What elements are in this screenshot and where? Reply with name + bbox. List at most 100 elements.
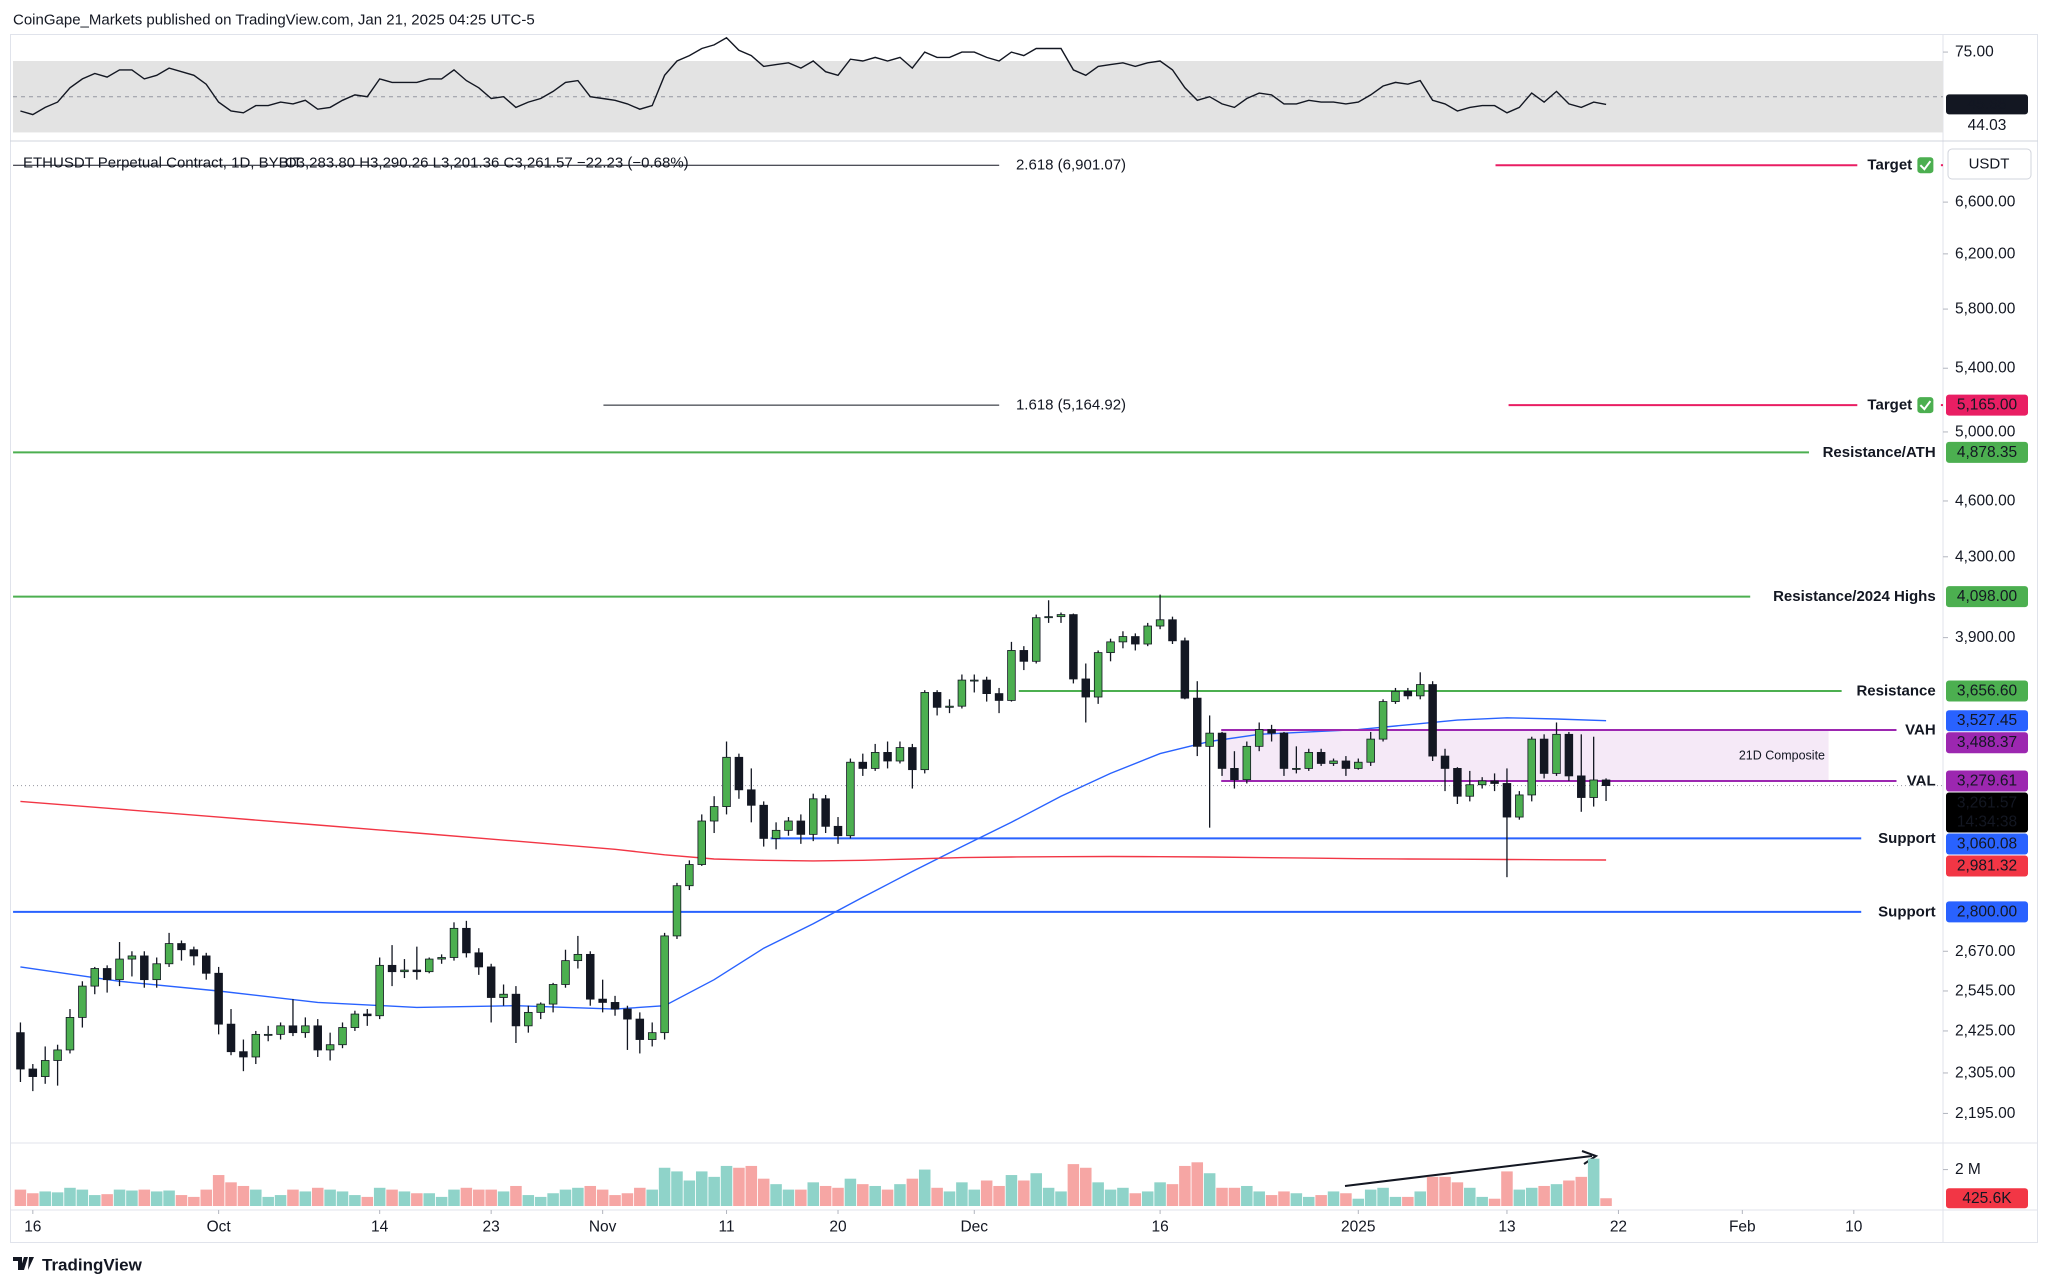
volume-bar: [646, 1189, 658, 1206]
candle-body: [908, 747, 917, 771]
axis-value-label: 4,098.00: [1957, 588, 2018, 605]
ohlc-legend: O3,283.80 H3,290.26 L3,201.36 C3,261.57 …: [285, 155, 689, 172]
candle-body: [858, 761, 868, 769]
volume-bar: [1389, 1196, 1402, 1206]
candle-body: [1428, 684, 1437, 757]
volume-bar: [609, 1195, 621, 1206]
volume-bar: [733, 1167, 745, 1206]
candle-body: [65, 1017, 75, 1051]
x-tick-label: 14: [371, 1219, 389, 1236]
composite-label: 21D Composite: [1739, 748, 1825, 762]
volume-bar: [1414, 1191, 1427, 1206]
volume-bar: [1265, 1195, 1278, 1206]
candle-body: [598, 998, 607, 1003]
candle-body: [1292, 768, 1301, 770]
volume-bar: [1216, 1187, 1228, 1206]
axis-value-box: [1946, 394, 2028, 416]
volume-bar: [163, 1190, 175, 1206]
volume-bar: [1092, 1182, 1104, 1206]
rsi-line: [20, 36, 1607, 116]
volume-bar: [1166, 1184, 1179, 1206]
candle-body: [449, 927, 459, 958]
volume-bar: [993, 1185, 1005, 1206]
volume-bar: [1327, 1191, 1340, 1206]
candle-body: [350, 1013, 360, 1028]
level-label: Support: [1878, 903, 1936, 920]
candle-body: [1168, 619, 1177, 642]
volume-bar: [27, 1193, 39, 1206]
candle-body: [1242, 745, 1252, 781]
candle-body: [202, 955, 211, 974]
volume-bar: [299, 1191, 312, 1206]
volume-bar: [534, 1196, 547, 1206]
x-tick-label: Nov: [589, 1219, 617, 1236]
volume-bar: [225, 1182, 237, 1206]
volume-bar: [671, 1171, 683, 1206]
volume-bar: [435, 1196, 448, 1206]
level-label: Resistance/2024 Highs: [1773, 588, 1936, 605]
candle-body: [276, 1025, 285, 1035]
y-tick-label: 2,305.00: [1955, 1064, 2016, 1081]
volume-bar: [621, 1193, 634, 1206]
candle-body: [164, 943, 174, 965]
volume-bar: [1525, 1187, 1538, 1206]
candle-body: [846, 761, 855, 837]
candle-body: [226, 1023, 236, 1053]
candle-body: [325, 1044, 335, 1051]
candle-body: [214, 972, 223, 1025]
candle-body: [945, 705, 954, 708]
candle-body: [771, 829, 781, 839]
volume-bar: [1377, 1187, 1389, 1206]
candle-body: [970, 679, 979, 682]
moving-average: [20, 717, 1607, 1010]
level-label: Resistance: [1856, 682, 1935, 699]
candle-body: [672, 885, 682, 937]
candle-body: [920, 692, 929, 771]
candle-body: [722, 756, 731, 807]
candle-body: [313, 1025, 322, 1051]
candle-body: [796, 820, 806, 835]
volume-bar: [76, 1189, 89, 1206]
candle-body: [140, 955, 149, 981]
candle-body: [1044, 616, 1053, 619]
y-tick-label: 4,600.00: [1955, 492, 2016, 509]
candle-body: [338, 1027, 347, 1046]
volume-bar: [547, 1193, 559, 1206]
candle-body: [375, 964, 384, 1017]
candle-body: [239, 1051, 248, 1058]
candle-body: [1254, 729, 1264, 747]
volume-bar: [894, 1184, 906, 1206]
x-tick-label: 2025: [1341, 1219, 1375, 1236]
candle-body: [1316, 752, 1326, 764]
volume-bar: [782, 1189, 795, 1206]
candle-body: [16, 1032, 25, 1070]
candle-body: [474, 952, 484, 968]
volume-bar: [522, 1195, 535, 1206]
volume-bar: [1488, 1198, 1501, 1206]
volume-bar: [460, 1187, 473, 1206]
volume-bar: [287, 1189, 299, 1206]
volume-bar: [324, 1189, 336, 1206]
candle-body: [586, 953, 595, 1000]
y-tick-label: 6,200.00: [1955, 245, 2016, 262]
candle-body: [189, 949, 199, 957]
candle-body: [1267, 729, 1276, 734]
candle-body: [1378, 701, 1388, 740]
candle-body: [1354, 761, 1363, 769]
volume-bar: [1501, 1171, 1513, 1206]
currency-box[interactable]: [1947, 148, 2032, 180]
candle-body: [994, 693, 1004, 701]
candle-body: [895, 747, 905, 762]
candle-body: [1093, 652, 1103, 698]
candle-body: [610, 1002, 620, 1010]
volume-bar: [584, 1185, 597, 1206]
volume-bar: [14, 1189, 27, 1206]
volume-bar: [336, 1191, 349, 1206]
check-icon: [1917, 157, 1934, 174]
target-label: Target: [1867, 397, 1912, 414]
candle-body: [412, 969, 422, 973]
currency-label[interactable]: USDT: [1969, 156, 2010, 173]
candle-body: [177, 943, 186, 951]
volume-bar: [250, 1189, 262, 1206]
candle-body: [115, 958, 124, 981]
